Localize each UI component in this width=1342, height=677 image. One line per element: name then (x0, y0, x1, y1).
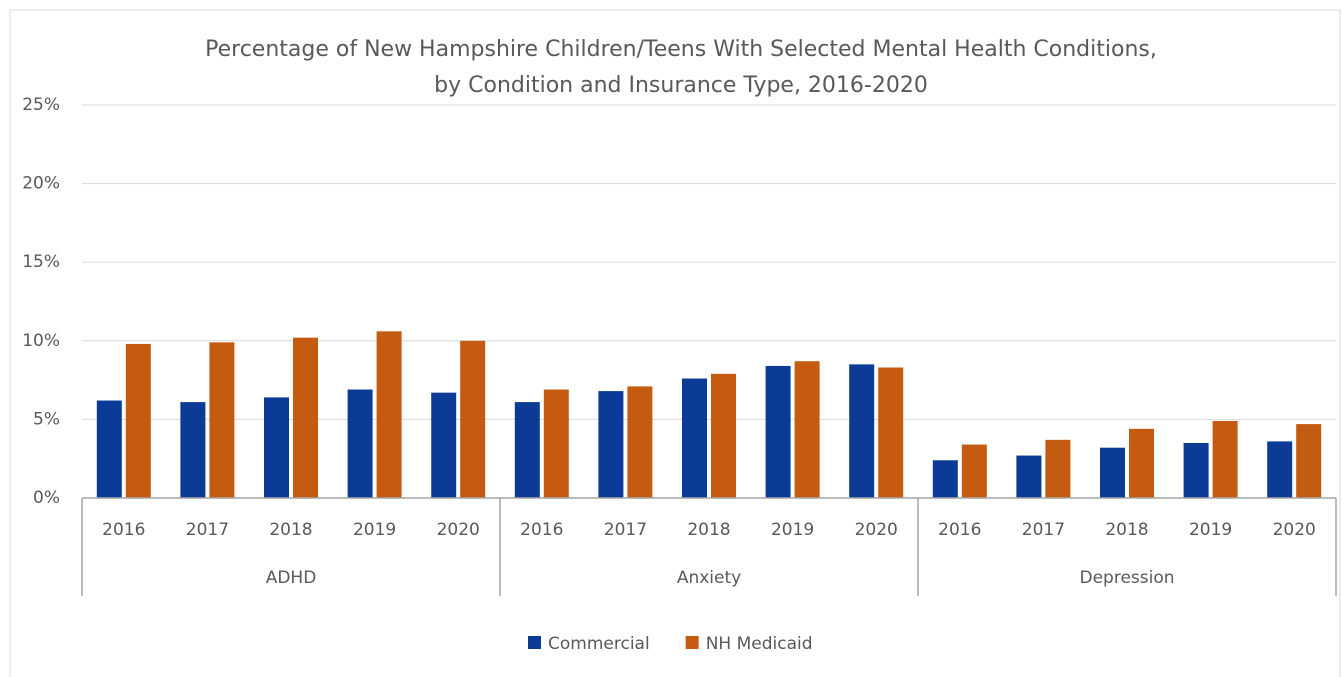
bar (293, 337, 318, 498)
bar (209, 342, 235, 498)
bar (180, 402, 206, 498)
x-tick-label: 2019 (1189, 520, 1232, 540)
x-tick-label: 2018 (687, 520, 730, 540)
bar (961, 444, 987, 498)
group-label: ADHD (266, 568, 317, 588)
bar (1212, 420, 1238, 498)
x-tick-label: 2017 (1022, 520, 1065, 540)
x-tick-label: 2016 (938, 520, 981, 540)
bar (682, 378, 707, 498)
bar (932, 460, 958, 498)
bar (1129, 428, 1154, 498)
bar (878, 367, 904, 498)
bar (1183, 442, 1209, 498)
legend-label: Commercial (548, 634, 650, 654)
bar (598, 391, 624, 498)
chart-title: Percentage of New Hampshire Children/Tee… (205, 37, 1157, 98)
bar (765, 365, 791, 498)
bar (1267, 441, 1293, 498)
group-label: Depression (1079, 568, 1174, 588)
bar (125, 343, 151, 498)
x-tick-label: 2016 (102, 520, 145, 540)
legend-swatch (685, 636, 699, 649)
y-tick-label: 0% (33, 488, 60, 508)
y-tick-label: 25% (22, 95, 60, 115)
x-tick-label: 2018 (269, 520, 312, 540)
y-tick-label: 15% (22, 252, 60, 272)
bar (1296, 424, 1322, 498)
bar (543, 389, 569, 498)
x-tick-label: 2020 (437, 520, 480, 540)
bar (460, 340, 486, 498)
bar (849, 364, 875, 498)
legend-swatch (528, 636, 541, 649)
bar (794, 361, 820, 498)
bar (514, 402, 540, 498)
x-tick-label: 2019 (353, 520, 396, 540)
bar (264, 397, 289, 498)
legend-label: NH Medicaid (706, 634, 813, 654)
bar (376, 331, 402, 498)
bar (96, 400, 122, 498)
y-tick-label: 5% (33, 409, 60, 429)
x-tick-label: 2020 (855, 520, 898, 540)
bar (711, 373, 736, 498)
bar (1016, 455, 1042, 498)
y-tick-label: 20% (22, 174, 60, 194)
x-tick-label: 2016 (520, 520, 563, 540)
bar (1045, 439, 1071, 498)
x-tick-label: 2017 (604, 520, 647, 540)
group-label: Anxiety (677, 568, 741, 588)
bar (1100, 447, 1125, 498)
bar (627, 386, 653, 498)
chart-border (9, 9, 1341, 677)
y-tick-label: 10% (22, 331, 60, 351)
x-tick-label: 2019 (771, 520, 814, 540)
bar (431, 392, 457, 498)
bar (347, 389, 373, 498)
x-tick-label: 2020 (1273, 520, 1316, 540)
x-tick-label: 2017 (186, 520, 229, 540)
x-tick-label: 2018 (1105, 520, 1148, 540)
